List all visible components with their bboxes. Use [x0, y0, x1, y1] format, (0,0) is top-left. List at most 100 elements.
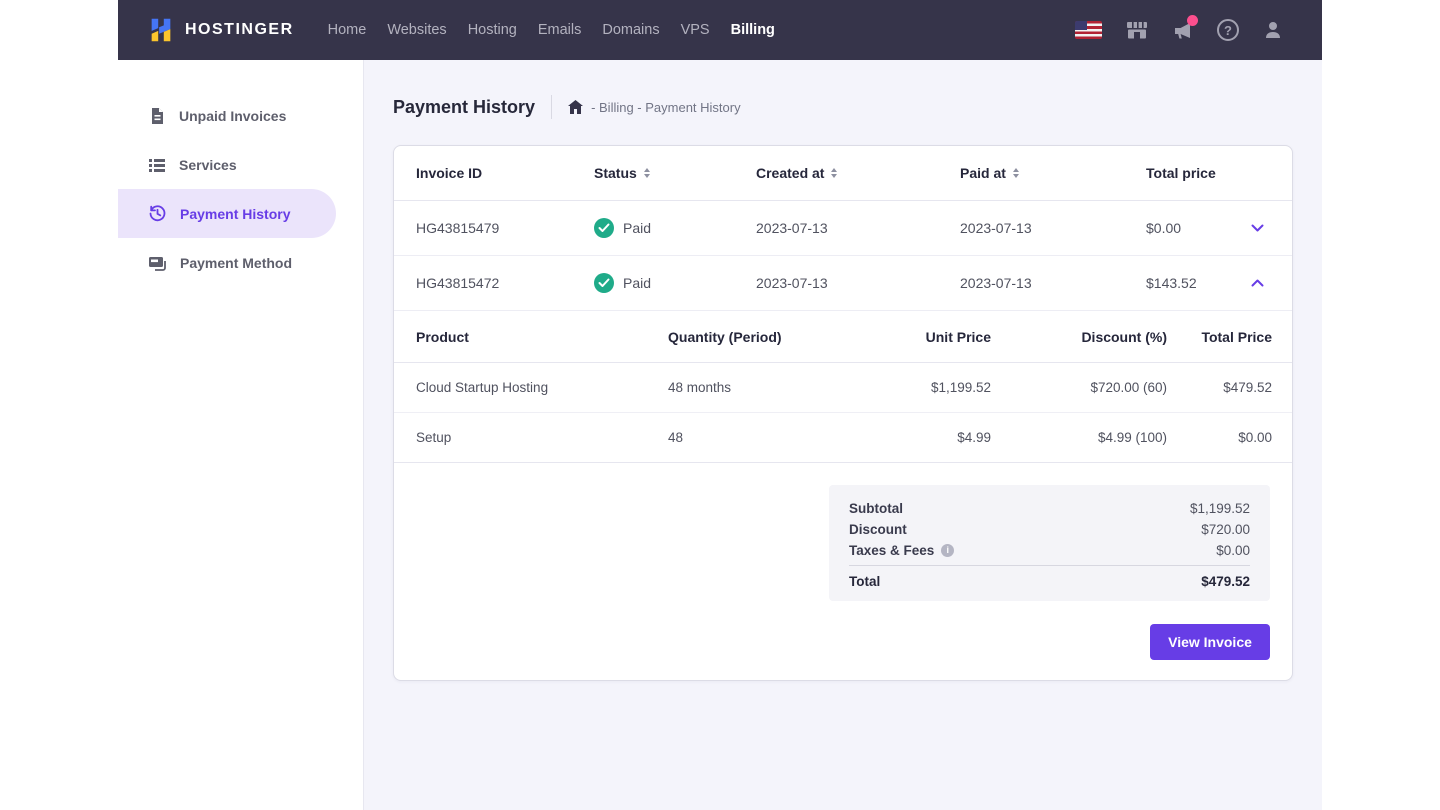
services-icon — [148, 156, 166, 174]
status-label: Paid — [623, 220, 651, 236]
total-price: $143.52 — [1146, 275, 1242, 291]
chevron-up-icon — [1251, 279, 1264, 287]
sidebar-item-label: Unpaid Invoices — [179, 108, 286, 124]
sidebar-item-payment-history[interactable]: Payment History — [118, 189, 336, 238]
column-status[interactable]: Status — [594, 165, 756, 181]
status-cell: Paid — [594, 218, 756, 238]
chevron-down-icon — [1251, 224, 1264, 232]
total-price: $0.00 — [1146, 220, 1242, 236]
invoice-row-expanded: HG43815472 Paid 2023-07-13 2023-07-13 $1… — [394, 256, 1292, 311]
column-created-at[interactable]: Created at — [756, 165, 960, 181]
collapse-row-button[interactable] — [1247, 275, 1268, 291]
detail-table-header: Product Quantity (Period) Unit Price Dis… — [394, 311, 1292, 363]
notification-dot — [1187, 15, 1198, 26]
sidebar-item-label: Services — [179, 157, 237, 173]
main-layout: Unpaid Invoices Services — [118, 60, 1322, 810]
detail-row: Setup 48 $4.99 $4.99 (100) $0.00 — [394, 413, 1292, 463]
discount: $4.99 (100) — [991, 430, 1167, 445]
subtotal-value: $1,199.52 — [1190, 498, 1250, 519]
hostinger-h-icon — [147, 16, 175, 44]
column-discount: Discount (%) — [991, 329, 1167, 345]
summary-discount-row: Discount $720.00 — [849, 519, 1250, 540]
status-cell: Paid — [594, 273, 756, 293]
unit-price: $4.99 — [841, 430, 991, 445]
paid-check-icon — [594, 218, 614, 238]
status-label: Paid — [623, 275, 651, 291]
brand-name: HOSTINGER — [185, 21, 294, 39]
summary-subtotal-row: Subtotal $1,199.52 — [849, 498, 1250, 519]
quantity: 48 — [668, 430, 841, 445]
title-bar: Payment History - Billing - Payment Hist… — [393, 95, 1322, 119]
column-total-price: Total price — [1146, 165, 1242, 181]
nav-item-websites[interactable]: Websites — [387, 22, 446, 38]
view-invoice-button[interactable]: View Invoice — [1150, 624, 1270, 660]
invoice-id: HG43815479 — [416, 220, 594, 236]
invoice-id: HG43815472 — [416, 275, 594, 291]
help-icon[interactable]: ? — [1217, 19, 1239, 41]
invoice-row: HG43815479 Paid 2023-07-13 2023-07-13 $0… — [394, 201, 1292, 256]
expand-row-button[interactable] — [1247, 220, 1268, 236]
invoice-table-header: Invoice ID Status Created at Paid at — [394, 146, 1292, 201]
sidebar-item-label: Payment History — [180, 206, 290, 222]
sort-icon — [644, 168, 650, 178]
hostinger-logo[interactable]: HOSTINGER — [147, 16, 294, 44]
nav-item-vps[interactable]: VPS — [681, 22, 710, 38]
sidebar-item-label: Payment Method — [180, 255, 292, 271]
quantity: 48 months — [668, 380, 841, 395]
row-total-price: $479.52 — [1167, 380, 1272, 395]
discount-value: $720.00 — [1201, 519, 1250, 540]
nav-item-billing[interactable]: Billing — [731, 22, 775, 38]
taxes-value: $0.00 — [1216, 540, 1250, 561]
row-total-price: $0.00 — [1167, 430, 1272, 445]
content-area: Payment History - Billing - Payment Hist… — [364, 60, 1322, 810]
title-divider — [551, 95, 552, 119]
column-detail-total: Total Price — [1167, 329, 1272, 345]
nav-item-domains[interactable]: Domains — [602, 22, 659, 38]
summary-taxes-row: Taxes & Fees i $0.00 — [849, 540, 1250, 561]
product-name: Cloud Startup Hosting — [416, 380, 668, 395]
sidebar-item-unpaid-invoices[interactable]: Unpaid Invoices — [118, 91, 363, 140]
sidebar-item-payment-method[interactable]: Payment Method — [118, 238, 363, 287]
card-icon — [148, 254, 167, 272]
store-icon[interactable] — [1125, 19, 1149, 41]
column-paid-at[interactable]: Paid at — [960, 165, 1146, 181]
nav-item-home[interactable]: Home — [328, 22, 367, 38]
total-value: $479.52 — [1201, 571, 1250, 592]
subtotal-label: Subtotal — [849, 498, 903, 519]
created-at: 2023-07-13 — [756, 220, 960, 236]
paid-at: 2023-07-13 — [960, 220, 1146, 236]
billing-sidebar: Unpaid Invoices Services — [118, 60, 364, 810]
detail-row: Cloud Startup Hosting 48 months $1,199.5… — [394, 363, 1292, 413]
product-name: Setup — [416, 430, 668, 445]
announcements-megaphone-icon[interactable] — [1172, 19, 1194, 41]
nav-item-hosting[interactable]: Hosting — [468, 22, 517, 38]
column-unit-price: Unit Price — [841, 329, 991, 345]
column-quantity: Quantity (Period) — [668, 329, 841, 345]
card-actions: View Invoice — [394, 624, 1270, 660]
top-navigation: HOSTINGER Home Websites Hosting Emails D… — [118, 0, 1322, 60]
breadcrumb-text: - Billing - Payment History — [591, 100, 741, 115]
nav-item-emails[interactable]: Emails — [538, 22, 582, 38]
sort-icon — [1013, 168, 1019, 178]
invoice-summary: Subtotal $1,199.52 Discount $720.00 Taxe… — [829, 485, 1270, 601]
screen: HOSTINGER Home Websites Hosting Emails D… — [0, 0, 1440, 810]
home-icon[interactable] — [568, 100, 583, 114]
nav-utilities: ? — [1075, 19, 1284, 41]
history-icon — [148, 204, 167, 223]
column-product: Product — [416, 329, 668, 345]
main-menu: Home Websites Hosting Emails Domains VPS… — [328, 22, 775, 38]
sort-icon — [831, 168, 837, 178]
account-icon[interactable] — [1262, 19, 1284, 41]
discount: $720.00 (60) — [991, 380, 1167, 395]
page-title: Payment History — [393, 97, 535, 118]
app-window: HOSTINGER Home Websites Hosting Emails D… — [118, 0, 1322, 810]
invoice-icon — [148, 107, 166, 125]
paid-check-icon — [594, 273, 614, 293]
unit-price: $1,199.52 — [841, 380, 991, 395]
payment-history-card: Invoice ID Status Created at Paid at — [393, 145, 1293, 681]
total-label: Total — [849, 571, 880, 592]
language-flag-icon[interactable] — [1075, 21, 1102, 39]
info-icon[interactable]: i — [941, 544, 954, 557]
created-at: 2023-07-13 — [756, 275, 960, 291]
sidebar-item-services[interactable]: Services — [118, 140, 363, 189]
